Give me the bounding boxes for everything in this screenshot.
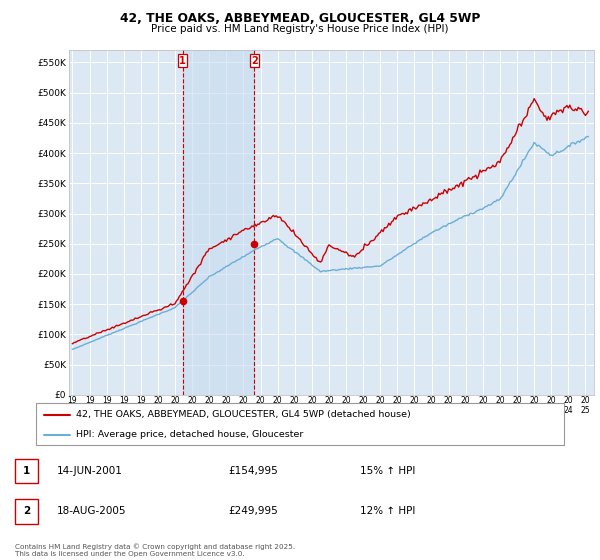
Text: 42, THE OAKS, ABBEYMEAD, GLOUCESTER, GL4 5WP (detached house): 42, THE OAKS, ABBEYMEAD, GLOUCESTER, GL4… [76, 410, 410, 419]
Text: £249,995: £249,995 [228, 506, 278, 516]
Bar [183, 50, 254, 395]
Text: 1: 1 [23, 466, 30, 476]
Text: 14-JUN-2001: 14-JUN-2001 [57, 466, 123, 476]
Text: 12% ↑ HPI: 12% ↑ HPI [360, 506, 415, 516]
Text: Price paid vs. HM Land Registry's House Price Index (HPI): Price paid vs. HM Land Registry's House … [151, 24, 449, 34]
Text: HPI: Average price, detached house, Gloucester: HPI: Average price, detached house, Glou… [76, 430, 303, 439]
Text: 42, THE OAKS, ABBEYMEAD, GLOUCESTER, GL4 5WP: 42, THE OAKS, ABBEYMEAD, GLOUCESTER, GL4… [120, 12, 480, 25]
Text: 18-AUG-2005: 18-AUG-2005 [57, 506, 127, 516]
Text: Contains HM Land Registry data © Crown copyright and database right 2025.
This d: Contains HM Land Registry data © Crown c… [15, 544, 295, 557]
Text: 15% ↑ HPI: 15% ↑ HPI [360, 466, 415, 476]
Text: 2: 2 [251, 55, 257, 66]
Text: £154,995: £154,995 [228, 466, 278, 476]
Text: 2: 2 [23, 506, 30, 516]
Text: 1: 1 [179, 55, 186, 66]
